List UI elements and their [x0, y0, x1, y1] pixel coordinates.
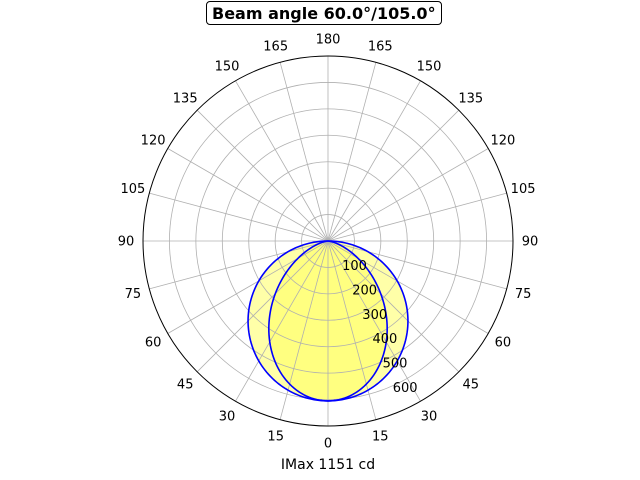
angular-gridline: [327, 109, 460, 242]
angular-gridline: [235, 240, 329, 402]
angle-tick-label: 45: [177, 377, 194, 392]
angle-tick-label: 60: [145, 336, 162, 351]
polar-grid: [142, 55, 514, 427]
angle-tick-label: 150: [417, 60, 442, 75]
angle-tick-label: 15: [267, 430, 284, 445]
x-axis-label: IMax 1151 cd: [280, 457, 376, 473]
angular-gridline: [327, 240, 460, 373]
tick-labels: 0 15 15 30 30 45 45 60 60 75 75 90 90 105 105 120 120 135…: [118, 33, 539, 452]
angle-tick-label: 30: [421, 409, 438, 424]
angle-tick-label: 75: [125, 287, 142, 302]
angle-tick-label: 180: [316, 33, 341, 48]
angular-gridline: [196, 109, 329, 242]
polar-frame: [142, 55, 514, 427]
angular-gridline: [327, 240, 421, 402]
radial-tick-label: 500: [383, 357, 408, 372]
beam-curve-narrow: [268, 240, 388, 402]
angle-tick-label: 165: [263, 39, 288, 54]
angular-gridline: [167, 148, 329, 242]
angular-gridline: [327, 240, 507, 290]
angular-gridline: [327, 240, 489, 334]
angular-gridline: [235, 80, 329, 242]
angle-tick-label: 105: [120, 182, 145, 197]
angle-tick-label: 165: [368, 39, 393, 54]
angle-tick-label: 120: [141, 134, 166, 149]
angular-gridline: [196, 240, 329, 373]
chart-title: Beam angle 60.0°/105.0°: [206, 1, 442, 25]
angle-tick-label: 150: [215, 60, 240, 75]
angle-tick-label: 90: [522, 235, 539, 250]
angular-gridline: [327, 148, 489, 242]
radial-tick-label: 400: [373, 332, 398, 347]
angular-gridline: [327, 192, 507, 242]
angle-tick-label: 0: [324, 437, 332, 452]
angle-tick-label: 15: [372, 430, 389, 445]
angular-gridline: [279, 62, 329, 242]
radial-tick-label: 100: [342, 259, 367, 274]
angle-tick-label: 135: [173, 92, 198, 107]
radial-tick-label: 300: [362, 308, 387, 323]
angle-tick-label: 105: [511, 182, 536, 197]
angular-gridline: [149, 240, 329, 290]
angular-gridline: [167, 240, 329, 334]
beam-curves: [247, 240, 409, 402]
angular-gridline: [327, 62, 377, 242]
angle-tick-label: 60: [495, 336, 512, 351]
angle-tick-label: 45: [463, 377, 480, 392]
radial-tick-label: 200: [352, 283, 377, 298]
angular-gridline: [327, 80, 421, 242]
angular-gridline: [149, 192, 329, 242]
radial-tick-label: 600: [393, 381, 418, 396]
angle-tick-label: 90: [118, 235, 135, 250]
angle-tick-label: 75: [515, 287, 532, 302]
angle-tick-label: 30: [219, 409, 236, 424]
angle-tick-label: 120: [490, 134, 515, 149]
angle-tick-label: 135: [458, 92, 483, 107]
